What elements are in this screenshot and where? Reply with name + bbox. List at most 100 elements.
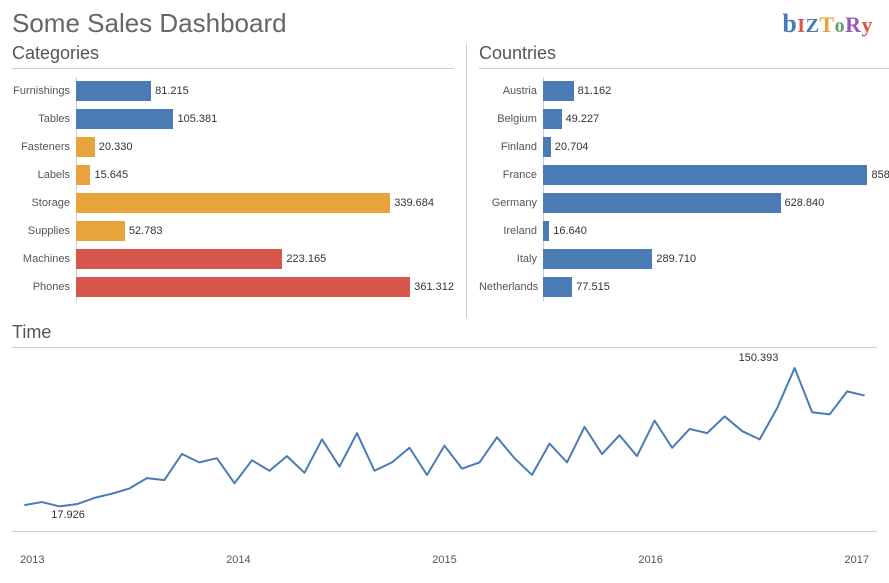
countries-title: Countries [479, 43, 889, 69]
bar-track: 339.684 [76, 189, 454, 217]
bar-fill[interactable] [543, 81, 574, 101]
bar-track: 15.645 [76, 161, 454, 189]
bar-row: Tables 105.381 [12, 105, 454, 133]
bar-label: Austria [479, 85, 543, 97]
categories-bar-chart: Furnishings 81.215 Tables 105.381 Fasteners 2… [12, 77, 454, 301]
brand-logo: b I Z T o R y [782, 9, 873, 39]
logo-letter: b [782, 9, 797, 39]
bar-label: France [479, 169, 543, 181]
bar-label: Storage [12, 197, 76, 209]
time-x-axis: 20132014201520162017 [12, 552, 877, 566]
countries-panel: Countries Austria 81.162 Belgium 49.227 Finl… [466, 43, 889, 318]
bar-fill[interactable] [543, 221, 549, 241]
bar-row: Italy 289.710 [479, 245, 889, 273]
bar-value: 105.381 [177, 113, 217, 125]
time-max-annotation: 150.393 [739, 352, 779, 364]
time-line-chart: 17.926 150.393 [12, 352, 877, 552]
bar-row: France 858.931 [479, 161, 889, 189]
bar-value: 49.227 [566, 113, 600, 125]
bar-label: Fasteners [12, 141, 76, 153]
bar-fill[interactable] [76, 193, 390, 213]
bar-track: 20.330 [76, 133, 454, 161]
bar-track: 20.704 [543, 133, 889, 161]
bar-value: 81.162 [578, 85, 612, 97]
bar-fill[interactable] [543, 109, 562, 129]
time-title: Time [12, 322, 877, 348]
bar-fill[interactable] [543, 249, 652, 269]
bar-label: Italy [479, 253, 543, 265]
bar-fill[interactable] [76, 277, 410, 297]
bar-row: Ireland 16.640 [479, 217, 889, 245]
time-min-annotation: 17.926 [51, 509, 85, 521]
bar-fill[interactable] [76, 109, 173, 129]
bar-track: 105.381 [76, 105, 454, 133]
bar-value: 223.165 [286, 253, 326, 265]
logo-letter: T [819, 12, 834, 38]
bar-row: Machines 223.165 [12, 245, 454, 273]
logo-letter: Z [806, 15, 820, 38]
bar-value: 20.704 [555, 141, 589, 153]
bar-value: 361.312 [414, 281, 454, 293]
bar-value: 628.840 [785, 197, 825, 209]
logo-letter: I [797, 15, 805, 38]
bar-track: 223.165 [76, 245, 454, 273]
bar-fill[interactable] [543, 165, 867, 185]
bar-fill[interactable] [76, 249, 282, 269]
logo-letter: R [845, 12, 861, 38]
bar-value: 52.783 [129, 225, 163, 237]
page-title: Some Sales Dashboard [12, 8, 287, 39]
bar-track: 361.312 [76, 273, 454, 301]
bar-track: 289.710 [543, 245, 889, 273]
bar-value: 81.215 [155, 85, 189, 97]
bar-track: 49.227 [543, 105, 889, 133]
bar-label: Germany [479, 197, 543, 209]
bar-value: 20.330 [99, 141, 133, 153]
bar-label: Ireland [479, 225, 543, 237]
bar-row: Phones361.312 [12, 273, 454, 301]
bar-row: Fasteners 20.330 [12, 133, 454, 161]
bar-fill[interactable] [76, 137, 95, 157]
bar-value: 289.710 [656, 253, 696, 265]
bar-value: 77.515 [576, 281, 610, 293]
bar-label: Supplies [12, 225, 76, 237]
bar-value: 16.640 [553, 225, 587, 237]
bar-fill[interactable] [76, 165, 90, 185]
bar-value: 339.684 [394, 197, 434, 209]
time-line-path [24, 368, 864, 506]
categories-title: Categories [12, 43, 454, 69]
bar-track: 858.931 [543, 161, 889, 189]
bar-label: Machines [12, 253, 76, 265]
bar-track: 628.840 [543, 189, 889, 217]
bar-row: Germany 628.840 [479, 189, 889, 217]
bar-label: Labels [12, 169, 76, 181]
x-tick-label: 2016 [638, 554, 662, 566]
time-line-svg [12, 352, 877, 532]
bar-fill[interactable] [76, 81, 151, 101]
countries-bar-chart: Austria81.162Belgium49.227Finland20.704F… [479, 77, 889, 301]
categories-panel: Categories Furnishings 81.215 Tables 105.38… [12, 43, 462, 318]
bar-track: 16.640 [543, 217, 889, 245]
bar-row: Netherlands77.515 [479, 273, 889, 301]
logo-letter: y [862, 12, 874, 38]
bar-fill[interactable] [76, 221, 125, 241]
logo-letter: o [835, 15, 846, 38]
bar-fill[interactable] [543, 137, 551, 157]
bar-row: Labels 15.645 [12, 161, 454, 189]
bar-track: 77.515 [543, 273, 889, 301]
bar-label: Belgium [479, 113, 543, 125]
bar-label: Finland [479, 141, 543, 153]
x-tick-label: 2017 [845, 554, 869, 566]
bar-row: Supplies 52.783 [12, 217, 454, 245]
bar-label: Furnishings [12, 85, 76, 97]
bar-fill[interactable] [543, 277, 572, 297]
x-tick-label: 2013 [20, 554, 44, 566]
bar-value: 858.931 [871, 169, 889, 181]
bar-row: Storage 339.684 [12, 189, 454, 217]
bar-row: Austria 81.162 [479, 77, 889, 105]
bar-fill[interactable] [543, 193, 781, 213]
bar-value: 15.645 [94, 169, 128, 181]
bar-track: 81.215 [76, 77, 454, 105]
bar-label: Tables [12, 113, 76, 125]
bar-row: Finland 20.704 [479, 133, 889, 161]
x-tick-label: 2014 [226, 554, 250, 566]
